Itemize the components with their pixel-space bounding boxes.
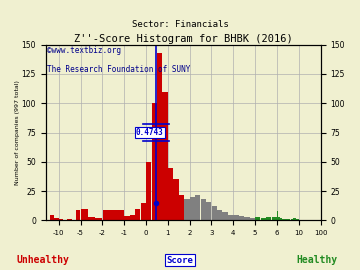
Bar: [179, 195, 184, 220]
Bar: [250, 218, 255, 220]
Title: Z''-Score Histogram for BHBK (2016): Z''-Score Histogram for BHBK (2016): [74, 34, 293, 44]
Bar: [103, 210, 124, 220]
Bar: [233, 215, 239, 220]
Bar: [296, 219, 299, 220]
Bar: [201, 199, 206, 220]
Bar: [280, 218, 281, 220]
Bar: [81, 209, 88, 220]
Bar: [293, 218, 296, 220]
Bar: [255, 217, 260, 220]
Bar: [222, 212, 228, 220]
Bar: [50, 215, 54, 220]
Bar: [212, 206, 217, 220]
Bar: [244, 217, 249, 220]
Bar: [59, 219, 63, 220]
Bar: [291, 219, 293, 220]
Bar: [135, 209, 140, 220]
Bar: [152, 103, 157, 220]
Text: Score: Score: [167, 256, 193, 265]
Bar: [228, 215, 233, 220]
Bar: [173, 179, 179, 220]
Bar: [278, 217, 280, 220]
Bar: [190, 197, 195, 220]
Bar: [217, 210, 222, 220]
Bar: [146, 162, 151, 220]
Bar: [288, 219, 291, 220]
Bar: [157, 53, 162, 220]
Text: Sector: Financials: Sector: Financials: [132, 20, 228, 29]
Text: Healthy: Healthy: [296, 255, 337, 265]
Bar: [195, 195, 201, 220]
Bar: [130, 215, 135, 220]
Bar: [162, 92, 168, 220]
Y-axis label: Number of companies (997 total): Number of companies (997 total): [15, 80, 20, 185]
Bar: [168, 168, 173, 220]
Bar: [88, 217, 95, 220]
Bar: [282, 219, 285, 220]
Bar: [271, 217, 277, 220]
Text: The Research Foundation of SUNY: The Research Foundation of SUNY: [47, 65, 190, 74]
Bar: [266, 217, 271, 220]
Bar: [285, 219, 288, 220]
Bar: [184, 199, 189, 220]
Bar: [67, 219, 72, 220]
Bar: [239, 216, 244, 220]
Bar: [281, 218, 282, 220]
Bar: [277, 211, 278, 220]
Text: 0.4743: 0.4743: [136, 128, 164, 137]
Bar: [206, 202, 211, 220]
Bar: [95, 218, 102, 220]
Text: Unhealthy: Unhealthy: [17, 255, 69, 265]
Bar: [141, 203, 146, 220]
Bar: [76, 210, 80, 220]
Bar: [261, 218, 266, 220]
Bar: [124, 216, 130, 220]
Text: ©www.textbiz.org: ©www.textbiz.org: [47, 46, 121, 55]
Bar: [54, 218, 59, 220]
